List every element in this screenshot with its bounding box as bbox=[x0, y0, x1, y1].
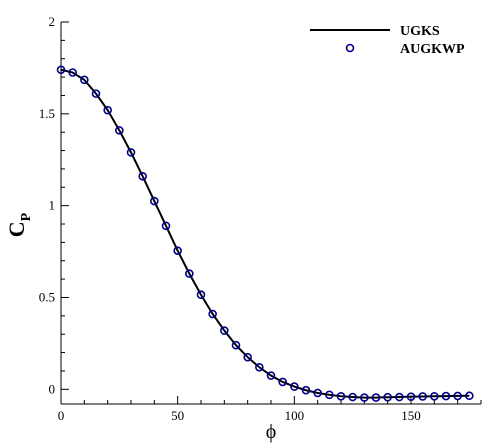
legend-marker-swatch bbox=[347, 45, 354, 52]
y-tick-label: 1 bbox=[49, 198, 56, 213]
series-augkwp bbox=[58, 66, 473, 401]
axis-titles: ϕ CP bbox=[4, 212, 276, 443]
y-axis-title-subscript: P bbox=[19, 212, 34, 221]
x-tick-label: 100 bbox=[285, 408, 305, 423]
ticks-layer: 0 50 100 150 0 0.5 1 1.5 2 bbox=[39, 14, 481, 423]
x-tick-label: 0 bbox=[58, 408, 65, 423]
series-line bbox=[61, 70, 469, 398]
y-tick-label: 0.5 bbox=[39, 289, 55, 304]
y-axis-title-main: C bbox=[4, 221, 29, 237]
x-axis-title: ϕ bbox=[266, 421, 277, 443]
legend-label: UGKS bbox=[400, 24, 440, 39]
plot-frame-layer bbox=[61, 22, 481, 404]
y-tick-label: 2 bbox=[49, 14, 56, 29]
legend: UGKS AUGKWP bbox=[310, 24, 465, 57]
y-tick-label: 1.5 bbox=[39, 106, 55, 121]
series-ugks bbox=[61, 70, 469, 398]
x-tick-label: 50 bbox=[171, 408, 184, 423]
y-axis-title: CP bbox=[4, 212, 34, 237]
series-layer bbox=[58, 66, 473, 401]
legend-label: AUGKWP bbox=[400, 42, 465, 57]
y-tick-label: 0 bbox=[49, 381, 56, 396]
x-tick-label: 150 bbox=[401, 408, 421, 423]
